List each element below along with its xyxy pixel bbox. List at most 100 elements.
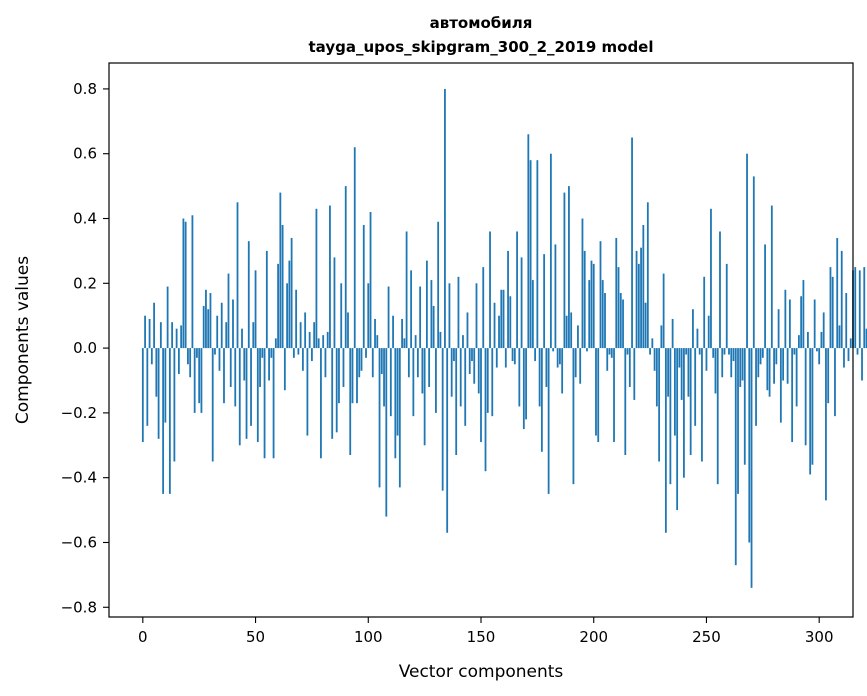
bar <box>635 250 638 349</box>
bar <box>836 237 839 349</box>
bar <box>858 270 861 349</box>
bar <box>387 286 390 349</box>
bar <box>845 293 848 349</box>
bar <box>218 348 221 371</box>
bar <box>459 348 462 407</box>
bar <box>777 309 780 349</box>
bar <box>770 205 773 349</box>
bar <box>389 348 392 417</box>
bar <box>732 348 735 362</box>
bar <box>673 348 676 436</box>
bar <box>610 348 613 358</box>
bar <box>367 283 370 349</box>
bar <box>175 328 178 349</box>
bar <box>655 348 658 407</box>
bar <box>455 348 458 456</box>
bar <box>556 348 559 368</box>
bar <box>462 335 464 349</box>
bar <box>721 348 724 378</box>
bar <box>191 215 194 349</box>
bar <box>306 348 309 436</box>
bar <box>444 88 446 349</box>
bar <box>274 338 277 349</box>
bar <box>277 263 279 349</box>
bar <box>529 160 532 349</box>
bar <box>538 348 541 407</box>
y-tick-label: 0.4 <box>73 210 97 228</box>
bar <box>211 348 214 462</box>
bar <box>547 348 550 494</box>
bar <box>446 348 449 533</box>
bar <box>301 348 304 371</box>
bar <box>439 331 442 349</box>
bar <box>705 348 708 371</box>
bar <box>168 348 171 494</box>
bar <box>843 348 845 368</box>
bar <box>468 348 471 375</box>
bar <box>360 348 363 371</box>
bar <box>791 348 794 443</box>
bar <box>227 273 230 349</box>
x-axis-label: Vector components <box>399 662 564 682</box>
bar <box>525 348 527 420</box>
bar <box>214 348 216 355</box>
bar <box>272 348 275 459</box>
bar <box>263 348 266 459</box>
bar <box>315 208 318 349</box>
bar <box>283 348 286 391</box>
bar <box>342 348 345 387</box>
bar <box>412 348 415 417</box>
bar <box>586 348 588 352</box>
bar <box>840 250 843 349</box>
x-tick-label: 150 <box>467 628 496 646</box>
bar <box>540 348 543 452</box>
y-tick-label: −0.4 <box>61 469 97 487</box>
bar <box>475 283 478 349</box>
bar <box>464 348 467 426</box>
bar <box>349 348 352 456</box>
bar <box>313 322 316 349</box>
bar <box>534 348 537 362</box>
bar <box>484 348 487 472</box>
bar <box>834 348 836 417</box>
bar <box>820 331 823 349</box>
bar <box>453 348 455 362</box>
bar <box>437 221 440 349</box>
bar <box>338 348 340 404</box>
bar <box>317 338 320 349</box>
bar <box>200 348 203 413</box>
bar <box>613 348 615 443</box>
bar <box>522 348 525 430</box>
bar <box>428 348 431 387</box>
bar <box>423 348 426 446</box>
bar <box>748 348 751 543</box>
bar <box>549 153 552 349</box>
bar <box>516 231 518 349</box>
bar <box>392 315 394 349</box>
bar <box>730 348 733 378</box>
bar <box>671 318 674 349</box>
bar <box>288 260 291 349</box>
bar <box>788 299 791 349</box>
bar <box>651 338 654 349</box>
bar <box>644 302 647 349</box>
bar <box>601 280 604 349</box>
y-axis-label: Components values <box>13 256 33 424</box>
bar <box>252 322 255 349</box>
bar <box>552 348 555 352</box>
bar <box>622 299 624 349</box>
bar <box>477 348 480 394</box>
bar <box>725 263 728 349</box>
bar <box>311 348 313 362</box>
bar <box>279 192 282 349</box>
x-tick-label: 50 <box>246 628 265 646</box>
bar <box>441 348 444 491</box>
bar <box>205 289 207 349</box>
bar <box>574 348 577 378</box>
bar <box>628 348 631 387</box>
bar <box>466 312 469 349</box>
bar <box>383 348 385 407</box>
bar <box>739 348 742 387</box>
bar <box>250 348 252 426</box>
bar <box>290 237 293 349</box>
